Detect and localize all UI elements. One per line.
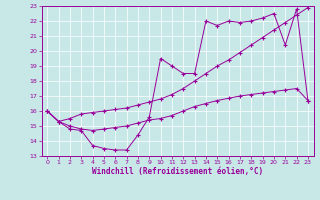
X-axis label: Windchill (Refroidissement éolien,°C): Windchill (Refroidissement éolien,°C) <box>92 167 263 176</box>
